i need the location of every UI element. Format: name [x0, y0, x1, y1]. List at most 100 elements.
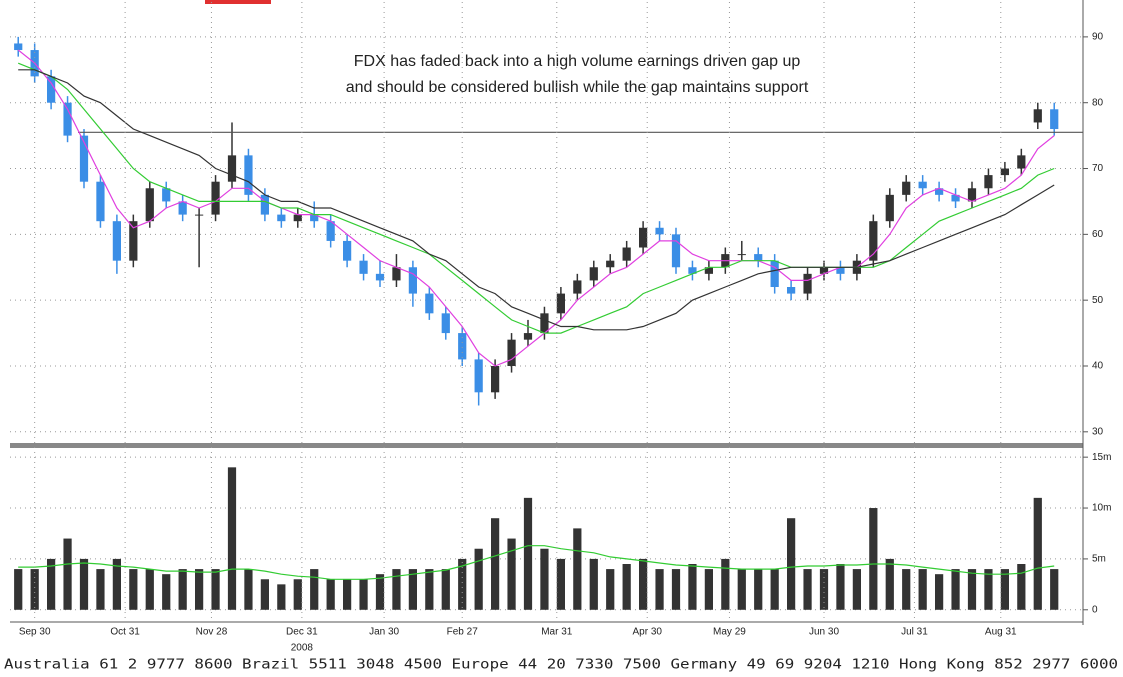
volume-bar — [819, 569, 829, 610]
volume-bar — [918, 569, 927, 610]
candle-body — [474, 359, 483, 393]
candle-body — [935, 188, 944, 195]
candle-body — [408, 267, 417, 294]
candle-body — [803, 273, 812, 294]
volume-bar — [441, 569, 450, 610]
volume-bar — [507, 538, 516, 610]
volume-bar — [754, 569, 763, 610]
x-tick-label: Feb 27 — [447, 627, 479, 638]
volume-bar — [30, 569, 39, 610]
volume-bar — [885, 558, 894, 610]
candle-body — [869, 221, 878, 261]
candle-body — [79, 135, 89, 182]
candle-body — [984, 175, 993, 189]
candle-body — [754, 254, 763, 261]
candle-body — [655, 227, 664, 235]
volume-bar — [458, 558, 467, 610]
y-tick-label: 0 — [1092, 604, 1098, 615]
x-tick-label: May 29 — [713, 627, 746, 638]
volume-bar — [622, 564, 631, 610]
volume-bar — [1017, 564, 1026, 610]
volume-bar — [96, 569, 105, 610]
candle-body — [112, 221, 121, 261]
candle-body — [556, 293, 565, 314]
candle-body — [1050, 109, 1059, 130]
candle-body — [902, 181, 911, 195]
candle-body — [1033, 109, 1042, 123]
candle-body — [47, 76, 56, 103]
volume-bar — [63, 538, 72, 610]
volume-bar — [737, 569, 746, 610]
candle-body — [540, 313, 549, 334]
candle-body — [359, 260, 368, 274]
volume-bar — [951, 569, 960, 610]
x-tick-label: Jan 30 — [369, 627, 399, 638]
volume-bar — [277, 584, 286, 610]
candle-body — [227, 155, 237, 182]
candle-body — [1017, 155, 1026, 169]
candle-body — [162, 188, 171, 202]
y-tick-label: 10m — [1092, 503, 1111, 514]
volume-bar — [556, 558, 565, 610]
volume-bar — [227, 467, 237, 610]
candle-body — [836, 267, 845, 274]
candle-body — [375, 273, 385, 281]
candle-body — [622, 247, 631, 261]
candle-body — [326, 221, 335, 241]
candle-body — [770, 260, 779, 288]
annotation: and should be considered bullish while t… — [346, 79, 809, 96]
volume-bar — [195, 569, 204, 610]
candle-body — [293, 214, 302, 222]
candle-body — [885, 194, 894, 222]
volume-bar — [408, 569, 417, 610]
y-tick-label: 15m — [1092, 452, 1111, 463]
candle-body — [195, 214, 204, 216]
candle-body — [96, 181, 105, 222]
volume-bar — [162, 574, 171, 610]
candle-body — [606, 260, 615, 268]
volume-bar — [1033, 497, 1042, 610]
candle-body — [491, 365, 500, 393]
y-tick-label: 90 — [1092, 32, 1104, 43]
candle-body — [441, 313, 450, 334]
candle-body — [573, 280, 582, 294]
moving-average — [17, 49, 1055, 367]
volume-bar — [79, 558, 89, 610]
volume-bar — [589, 558, 598, 610]
volume-bar — [671, 569, 681, 610]
volume-bar — [869, 508, 878, 610]
moving-average — [18, 545, 1055, 580]
y-tick-label: 50 — [1092, 295, 1104, 306]
y-tick-label: 40 — [1092, 361, 1104, 372]
volume-bar — [540, 548, 549, 610]
volume-bar — [852, 569, 861, 610]
candle-body — [211, 181, 220, 215]
candle-body — [671, 234, 681, 268]
volume-bar — [491, 518, 500, 610]
volume-bar — [47, 558, 56, 610]
candle-body — [145, 188, 154, 222]
x-tick-label: Oct 31 — [110, 627, 140, 638]
volume-bar — [14, 569, 23, 610]
year-label: 2008 — [291, 643, 314, 654]
y-tick-label: 30 — [1092, 426, 1104, 437]
volume-bar — [129, 569, 138, 610]
x-tick-label: Mar 31 — [541, 627, 573, 638]
annotation: FDX has faded back into a high volume ea… — [354, 53, 801, 70]
y-tick-label: 60 — [1092, 229, 1104, 240]
volume-bar — [935, 574, 944, 610]
volume-bar — [375, 574, 385, 610]
x-tick-label: Apr 30 — [632, 627, 662, 638]
candle-body — [14, 43, 23, 51]
candle-body — [967, 188, 977, 202]
volume-bar — [721, 558, 730, 610]
candle-body — [425, 293, 434, 314]
moving-average — [17, 62, 1055, 334]
candle-body — [1000, 168, 1009, 176]
volume-bar — [639, 558, 648, 610]
volume-bar — [211, 569, 220, 610]
y-tick-label: 70 — [1092, 163, 1104, 174]
volume-bar — [425, 569, 434, 610]
volume-bar — [178, 569, 187, 610]
